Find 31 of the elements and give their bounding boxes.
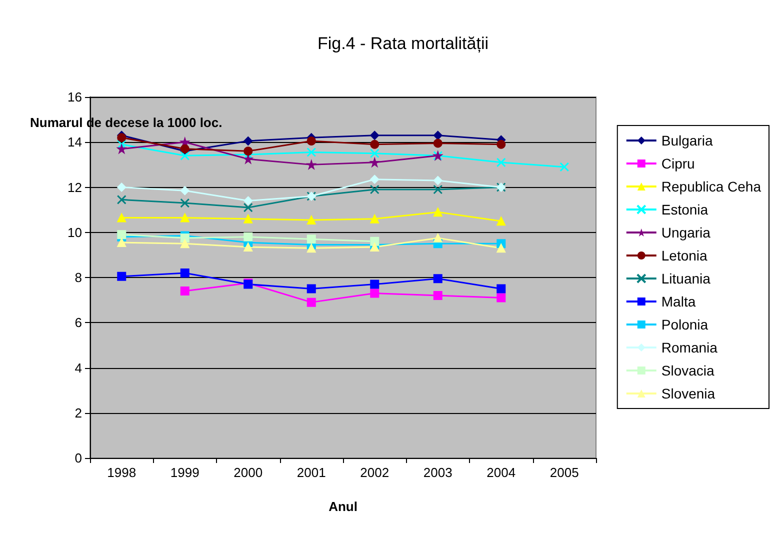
legend-label: Slovacia bbox=[661, 362, 715, 378]
y-tick-label: 6 bbox=[74, 315, 82, 330]
y-tick-label: 8 bbox=[74, 270, 82, 285]
x-tick-label: 2005 bbox=[550, 465, 579, 480]
x-tick-label: 2004 bbox=[486, 465, 516, 480]
x-tick-label: 1999 bbox=[170, 465, 200, 480]
legend-label: Lituania bbox=[661, 270, 711, 286]
chart-title: Fig.4 - Rata mortalității bbox=[318, 34, 488, 53]
x-tick-label: 2001 bbox=[296, 465, 326, 480]
y-tick-label: 2 bbox=[74, 405, 82, 420]
y-tick-label: 14 bbox=[68, 134, 82, 150]
legend-label: Bulgaria bbox=[661, 132, 713, 148]
legend-label: Letonia bbox=[661, 248, 708, 264]
legend-label: Romania bbox=[661, 340, 718, 356]
legend-label: Ungaria bbox=[661, 224, 711, 240]
legend-label: Polonia bbox=[661, 316, 708, 332]
x-tick-label: 2003 bbox=[423, 465, 452, 480]
x-tick-label: 2000 bbox=[234, 465, 263, 480]
x-tick-label: 1998 bbox=[107, 465, 136, 480]
y-tick-label: 16 bbox=[68, 90, 82, 104]
legend-label: Malta bbox=[661, 294, 696, 310]
y-tick-label: 10 bbox=[68, 224, 82, 240]
x-axis-title: Anul bbox=[328, 499, 358, 514]
y-tick-label: 0 bbox=[74, 450, 82, 466]
y-tick-label: 4 bbox=[74, 360, 82, 376]
legend-label: Cipru bbox=[661, 156, 695, 172]
legend-label: Estonia bbox=[661, 202, 708, 218]
legend-label: Slovenia bbox=[661, 386, 716, 402]
y-tick-label: 12 bbox=[68, 180, 82, 195]
legend-label: Republica Ceha bbox=[661, 178, 762, 194]
x-tick-label: 2002 bbox=[360, 465, 390, 480]
